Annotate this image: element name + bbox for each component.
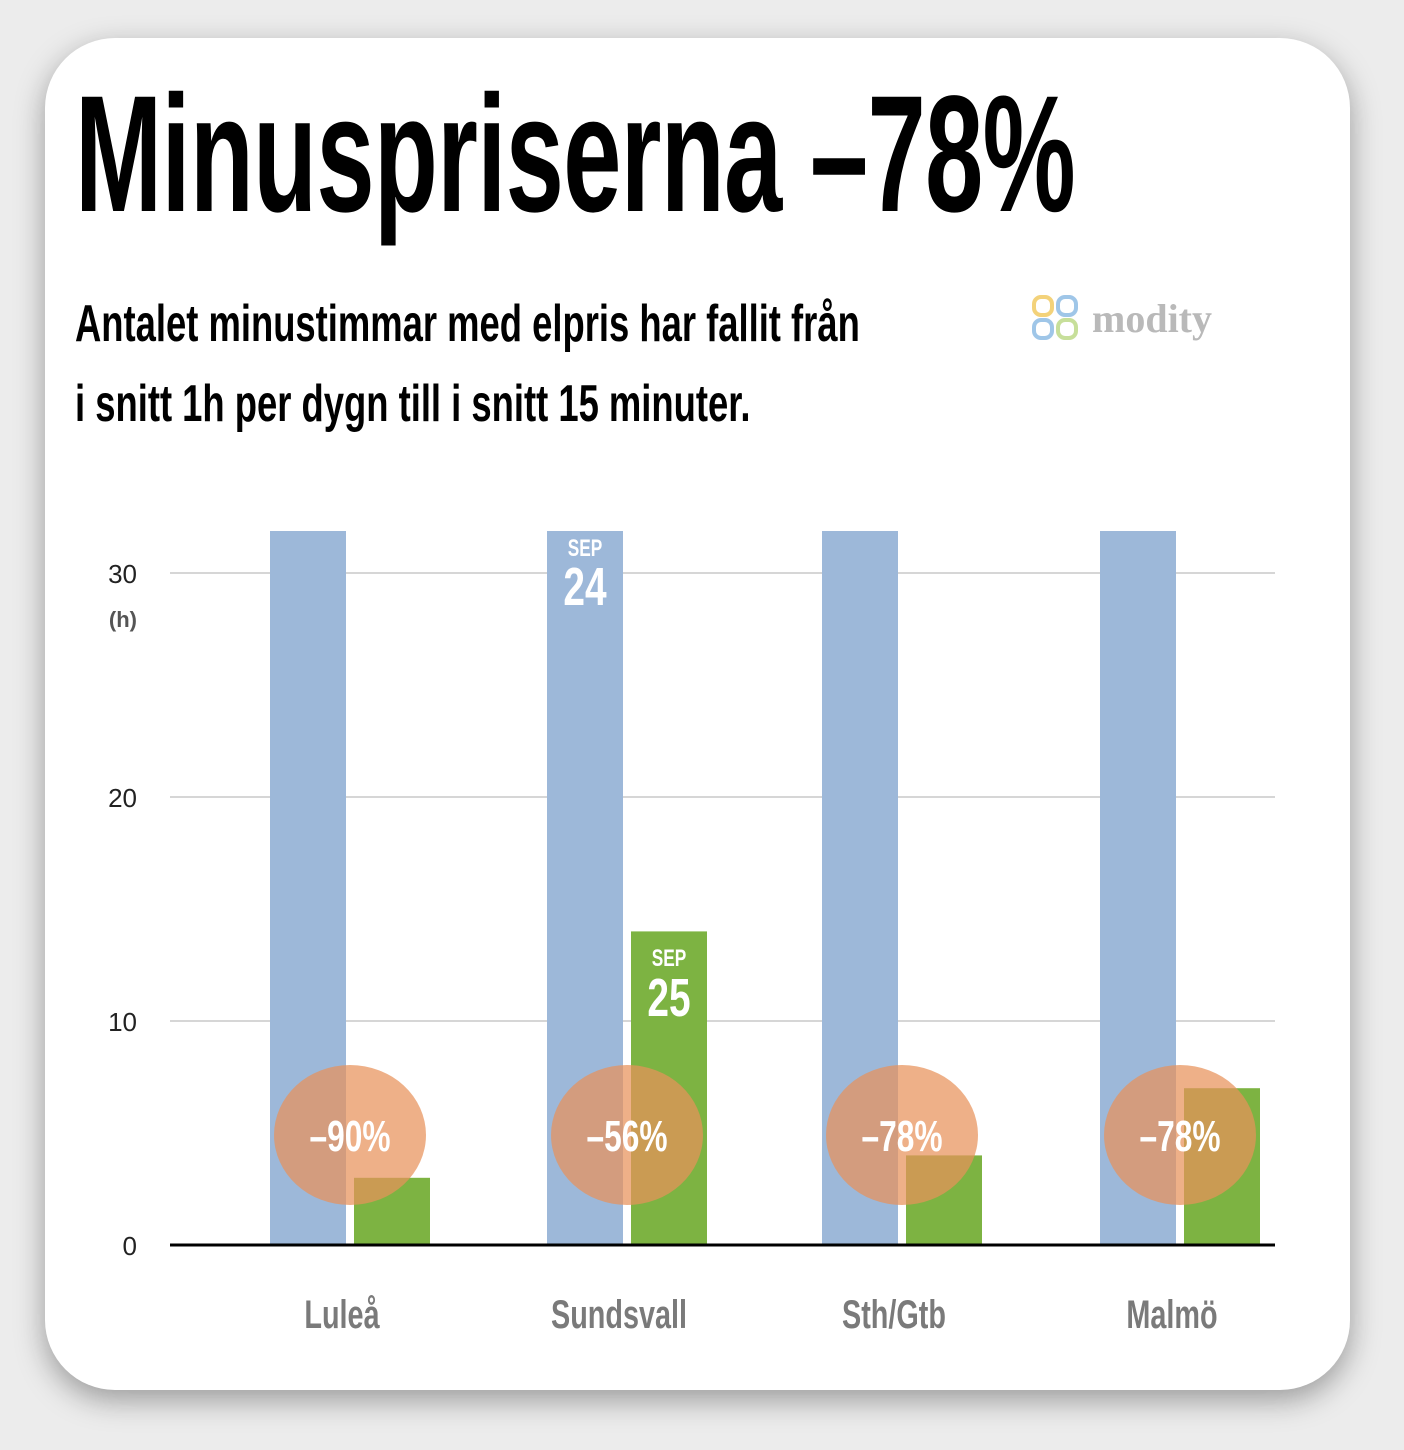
- series-tag-month: SEP: [652, 945, 687, 971]
- series-tag-month: SEP: [568, 535, 603, 561]
- x-category-label: Luleå: [304, 1292, 380, 1337]
- modity-logo: modity: [1028, 293, 1212, 343]
- y-axis-unit: (h): [109, 607, 137, 632]
- change-label: –78%: [1139, 1112, 1220, 1161]
- subtitle-line-1: Antalet minustimmar med elpris har falli…: [75, 295, 860, 353]
- page-title: Minuspriserna –78%: [75, 62, 1076, 247]
- grid-layer: [170, 572, 1275, 1022]
- series-tag-year: 25: [647, 967, 690, 1028]
- logo-text: modity: [1092, 295, 1212, 341]
- change-label: –90%: [309, 1112, 390, 1161]
- y-tick-label: 0: [123, 1231, 137, 1261]
- change-label: –56%: [586, 1112, 667, 1161]
- y-tick-label: 20: [108, 783, 137, 813]
- change-bubble: [274, 1065, 426, 1205]
- x-category-label: Sth/Gtb: [842, 1292, 946, 1337]
- modity-logo-icon: [1032, 295, 1078, 340]
- change-bubble: [551, 1065, 703, 1205]
- y-tick-label: 10: [108, 1007, 137, 1037]
- series-tag-year: 24: [563, 556, 606, 617]
- bubble-layer: [274, 1065, 1256, 1205]
- change-label: –78%: [861, 1112, 942, 1161]
- label-layer: 0 10 20 30 (h) Luleå –90% Sundsvall –56% Sth/Gtb –…: [108, 535, 1275, 1337]
- y-tick-label: 30: [108, 559, 137, 589]
- change-bubble: [826, 1065, 978, 1205]
- change-bubble: [1104, 1065, 1256, 1205]
- x-category-label: Sundsvall: [551, 1292, 687, 1337]
- subtitle-line-2: i snitt 1h per dygn till i snitt 15 minu…: [75, 375, 751, 433]
- x-category-label: Malmö: [1126, 1292, 1217, 1337]
